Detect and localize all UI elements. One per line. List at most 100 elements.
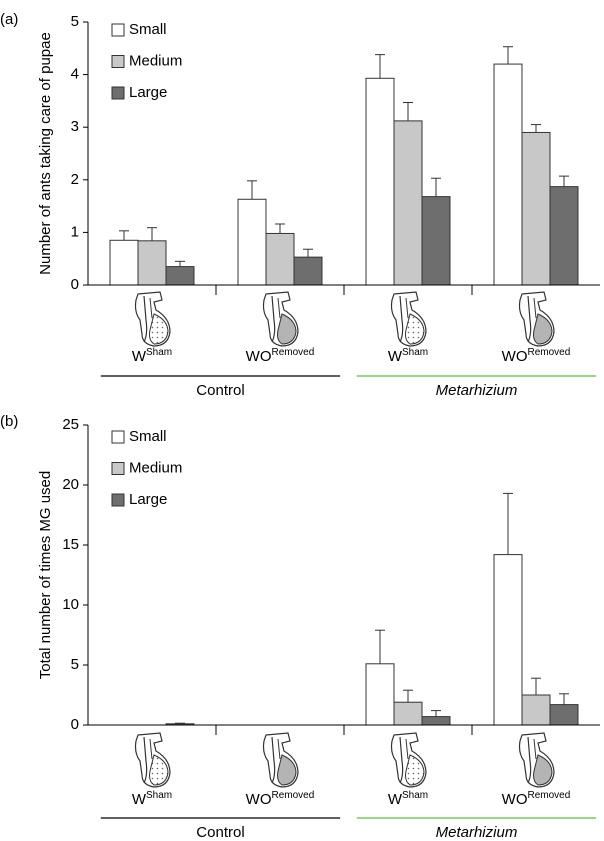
error-bar <box>119 230 129 241</box>
category-label: WSham <box>132 347 172 365</box>
bar <box>521 694 551 726</box>
legend-swatch <box>111 462 125 475</box>
category-base: WO <box>246 348 272 365</box>
group-label: Metarhizium <box>436 382 518 399</box>
legend-swatch <box>111 430 125 444</box>
bar <box>421 716 451 726</box>
ant-head-icon <box>390 732 427 788</box>
bar <box>365 663 395 726</box>
category-base: WO <box>502 791 528 808</box>
category-sup: Removed <box>272 790 315 801</box>
category-label: WSham <box>132 790 172 808</box>
bar <box>549 704 579 726</box>
legend-label: Large <box>129 84 167 101</box>
category-sup: Sham <box>146 790 172 801</box>
y-tick-label: 0 <box>71 276 79 293</box>
bar <box>137 240 167 286</box>
category-sup: Removed <box>528 790 571 801</box>
error-bar <box>275 223 285 234</box>
category-sup: Removed <box>528 347 571 358</box>
bar <box>237 198 267 286</box>
category-label: WORemoved <box>246 347 315 365</box>
ant-head-icon <box>518 291 555 347</box>
ant-head-icon <box>262 732 299 788</box>
y-axis-label: Number of ants taking care of pupae <box>37 32 54 275</box>
error-bar <box>431 177 441 197</box>
error-bar <box>175 722 185 724</box>
bar <box>393 701 423 726</box>
legend-label: Medium <box>129 459 182 476</box>
error-bar <box>375 629 385 664</box>
bar <box>393 120 423 286</box>
category-base: W <box>132 791 147 808</box>
panel-label: (a) <box>0 11 18 28</box>
bar <box>421 196 451 286</box>
bar <box>493 63 523 286</box>
error-bar <box>247 180 257 200</box>
bar <box>109 239 139 286</box>
error-bar <box>403 101 413 121</box>
legend-label: Small <box>129 428 167 445</box>
bar <box>165 266 195 286</box>
group-label: Metarhizium <box>436 824 518 841</box>
error-bar <box>531 677 541 695</box>
y-tick-label: 15 <box>62 536 79 553</box>
error-bar <box>403 689 413 703</box>
error-bar <box>375 54 385 79</box>
category-base: WO <box>246 791 272 808</box>
y-tick-label: 20 <box>62 476 79 493</box>
legend-swatch <box>111 23 125 37</box>
category-label: WORemoved <box>502 347 571 365</box>
error-bar <box>503 492 513 555</box>
ant-head-icon <box>134 732 171 788</box>
y-tick-label: 25 <box>62 416 79 433</box>
category-base: W <box>388 791 403 808</box>
ant-head-icon <box>518 732 555 788</box>
ant-head-icon <box>390 291 427 347</box>
category-sup: Sham <box>402 790 428 801</box>
category-label: WSham <box>388 347 428 365</box>
category-label: WORemoved <box>502 790 571 808</box>
error-bar <box>431 710 441 717</box>
category-base: W <box>388 348 403 365</box>
y-tick-label: 10 <box>62 596 79 613</box>
legend-label: Small <box>129 21 167 38</box>
bar <box>293 256 323 286</box>
category-base: W <box>132 348 147 365</box>
y-tick-label: 2 <box>71 171 79 188</box>
error-bar <box>531 124 541 133</box>
bar <box>365 77 395 286</box>
error-bar <box>559 175 569 187</box>
legend-swatch <box>111 493 125 507</box>
category-label: WSham <box>388 790 428 808</box>
y-tick-label: 4 <box>71 66 79 83</box>
y-tick-label: 5 <box>71 656 79 673</box>
category-sup: Sham <box>402 347 428 358</box>
group-label: Control <box>196 382 244 399</box>
category-base: WO <box>502 348 528 365</box>
error-bar <box>147 227 157 241</box>
y-tick-label: 3 <box>71 118 79 135</box>
error-bar <box>175 260 185 267</box>
error-bar <box>503 46 513 65</box>
y-tick-label: 5 <box>71 13 79 30</box>
category-sup: Removed <box>272 347 315 358</box>
category-sup: Sham <box>146 347 172 358</box>
legend-swatch <box>111 86 125 100</box>
panel-label: (b) <box>0 413 18 430</box>
y-tick-label: 1 <box>71 223 79 240</box>
y-tick-label: 0 <box>71 716 79 733</box>
error-bar <box>303 248 313 258</box>
legend-swatch <box>111 55 125 68</box>
error-bar <box>559 693 569 705</box>
category-label: WORemoved <box>246 790 315 808</box>
bar <box>493 554 523 726</box>
bar <box>265 232 295 286</box>
legend-label: Medium <box>129 52 182 69</box>
ant-head-icon <box>262 291 299 347</box>
bar <box>549 186 579 286</box>
legend-label: Large <box>129 491 167 508</box>
group-label: Control <box>196 824 244 841</box>
bar <box>521 131 551 286</box>
